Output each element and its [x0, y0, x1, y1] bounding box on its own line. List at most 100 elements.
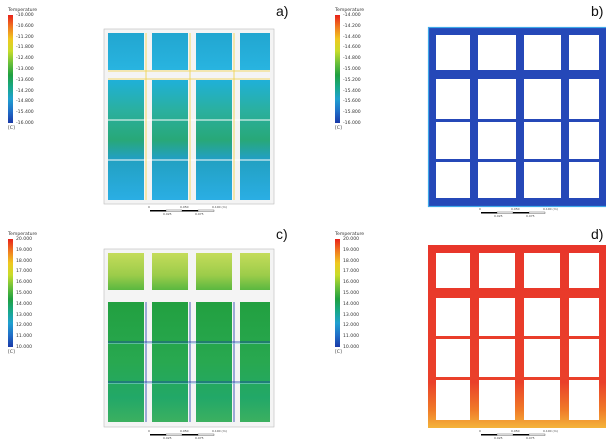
- legend-tick: 16.000: [343, 280, 360, 286]
- temperature-map-d: 0 0.050 0.100 (m) 0.025 0.075: [428, 245, 606, 440]
- scale-label: 0.100 (m): [543, 429, 558, 433]
- legend-unit: [C]: [8, 350, 15, 355]
- legend-tick: 12.000: [16, 323, 33, 329]
- legend-tick: 14.000: [343, 301, 360, 307]
- panel-b: Temperature -14.000 -14.200 -14.400 -14.600…: [303, 0, 606, 222]
- cold-edges: [108, 302, 270, 422]
- scale-label: 0.050: [180, 429, 189, 433]
- colorbar: [8, 15, 13, 123]
- legend-tick: 20.000: [16, 237, 33, 242]
- legend-tick: -12.400: [16, 56, 34, 62]
- legend-unit: [C]: [335, 126, 342, 131]
- legend-tick: -15.400: [16, 110, 34, 116]
- cavities: [108, 33, 270, 200]
- legend-tick: -15.800: [343, 110, 361, 116]
- frame-grid: [428, 27, 606, 207]
- temperature-map-a: 0 0.050 0.100 (m) 0.025 0.075: [103, 28, 275, 216]
- legend-tick: -13.000: [16, 67, 34, 72]
- legend-tick: -15.000: [343, 67, 361, 72]
- legend-tick: 13.000: [16, 312, 33, 318]
- scale-label: 0.025: [494, 436, 503, 440]
- legend-tick: 11.000: [16, 334, 33, 340]
- scale-label: 0: [479, 429, 481, 433]
- legend-title: Temperature: [335, 8, 365, 13]
- scale-label: 0.025: [494, 214, 503, 218]
- legend-tick: 10.000: [16, 345, 33, 350]
- legend-tick: -16.000: [343, 121, 361, 126]
- scale-label: 0.050: [511, 429, 520, 433]
- transom-lines: [108, 119, 270, 161]
- legend-tick: -11.200: [16, 34, 34, 40]
- legend-unit: [C]: [335, 350, 342, 355]
- glazing-panes: [436, 253, 599, 420]
- legend-tick: -15.200: [343, 77, 361, 83]
- legend-unit: [C]: [8, 126, 15, 131]
- legend-title: Temperature: [8, 232, 38, 237]
- legend-title: Temperature: [8, 8, 38, 13]
- panel-d: Temperature 20.000 19.000 18.000 17.000 16.0…: [303, 222, 606, 444]
- scale-label: 0.025: [163, 212, 172, 216]
- legend-tick: 19.000: [16, 247, 33, 253]
- colorbar: [335, 239, 340, 347]
- legend-tick: 17.000: [16, 269, 33, 275]
- scale-label: 0.050: [511, 207, 520, 211]
- scale-label: 0.025: [163, 436, 172, 440]
- scale-label: 0.100 (m): [543, 207, 558, 211]
- panel-label-b: b): [591, 3, 604, 19]
- legend-tick: -15.600: [343, 99, 361, 105]
- panel-label-d: d): [591, 226, 604, 242]
- scale-label: 0.050: [180, 205, 189, 209]
- legend-tick: 11.000: [343, 334, 360, 340]
- panel-label-c: c): [276, 226, 288, 242]
- temperature-map-c: 0 0.050 0.100 (m) 0.025 0.075: [103, 248, 275, 440]
- colorbar: [8, 239, 13, 347]
- legend-tick: 18.000: [343, 258, 360, 264]
- scale-label: 0.075: [526, 214, 535, 218]
- scale-label: 0.100 (m): [212, 429, 227, 433]
- frame-edge-highlight: [427, 26, 606, 208]
- scale-label: 0: [148, 429, 150, 433]
- legend-tick: 20.000: [343, 237, 360, 242]
- legend-tick: -14.800: [16, 99, 34, 105]
- legend-tick: 12.000: [343, 323, 360, 329]
- legend-title: Temperature: [335, 232, 365, 237]
- legend-tick: -15.400: [343, 88, 361, 94]
- panel-a: Temperature -10.000 -10.600 -11.200 -11.800…: [0, 0, 303, 222]
- legend-tick: 15.000: [343, 291, 360, 296]
- legend-tick: -10.000: [16, 13, 34, 18]
- temperature-map-b: 0 0.050 0.100 (m) 0.025 0.075: [427, 26, 606, 218]
- legend-tick: -14.400: [343, 34, 361, 40]
- scale-bar-c: 0 0.050 0.100 (m) 0.025 0.075: [148, 429, 227, 440]
- scale-bar-d: 0 0.050 0.100 (m) 0.025 0.075: [479, 429, 558, 440]
- legend-tick: -16.000: [16, 121, 34, 126]
- scale-label: 0.075: [526, 436, 535, 440]
- legend-tick: -10.600: [16, 23, 34, 29]
- legend-tick: 14.000: [16, 301, 33, 307]
- legend-tick: 16.000: [16, 280, 33, 286]
- legend-tick: 15.000: [16, 291, 33, 296]
- legend-tick: -14.000: [343, 13, 361, 18]
- panel-label-a: a): [276, 3, 289, 19]
- scale-bar-a: 0 0.050 0.100 (m) 0.025 0.075: [148, 205, 227, 216]
- transom-lines: [108, 343, 270, 384]
- legend-tick: 19.000: [343, 247, 360, 253]
- legend-tick: -14.200: [343, 23, 361, 29]
- scale-label: 0: [148, 205, 150, 209]
- cavities: [108, 253, 270, 422]
- hot-edges: [108, 33, 270, 200]
- legend-tick: -13.600: [16, 77, 34, 83]
- legend-tick: 10.000: [343, 345, 360, 350]
- colorbar: [335, 15, 340, 123]
- legend-tick: 17.000: [343, 269, 360, 275]
- scale-label: 0.075: [195, 212, 204, 216]
- legend-tick: 13.000: [343, 312, 360, 318]
- legend-tick: -14.800: [343, 56, 361, 62]
- scale-label: 0: [479, 207, 481, 211]
- scale-bar-b: 0 0.050 0.100 (m) 0.025 0.075: [479, 207, 558, 218]
- scale-label: 0.100 (m): [212, 205, 227, 209]
- legend-tick: 18.000: [16, 258, 33, 264]
- scale-label: 0.075: [195, 436, 204, 440]
- legend-tick: -14.600: [343, 45, 361, 51]
- legend-tick: -11.800: [16, 45, 34, 51]
- panel-c: Temperature 20.000 19.000 18.000 17.000 16.0…: [0, 222, 303, 444]
